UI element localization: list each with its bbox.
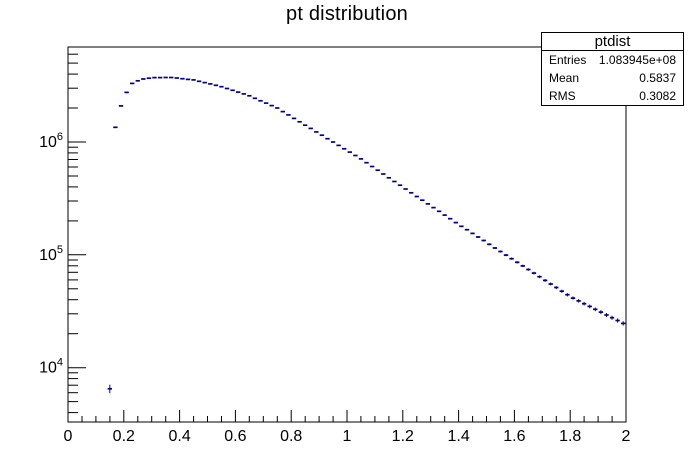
stat-label: RMS	[549, 88, 576, 103]
y-axis	[68, 53, 86, 414]
stats-row-rms: RMS 0.3082	[549, 88, 676, 103]
plot-title: pt distribution	[286, 3, 408, 25]
stat-value: 0.3082	[639, 88, 676, 103]
y-tick-label: 106	[39, 131, 63, 151]
stat-label: Mean	[549, 70, 580, 85]
histogram-series	[107, 76, 626, 394]
x-tick-label: 0.8	[280, 428, 302, 445]
stat-label: Entries	[549, 52, 587, 67]
stat-value: 0.5837	[639, 70, 676, 85]
x-tick-label: 0.4	[168, 428, 190, 445]
x-tick-label: 0.2	[113, 428, 135, 445]
stats-box-title: ptdist	[542, 33, 683, 51]
x-axis	[67, 410, 627, 422]
y-tick-label: 105	[39, 244, 63, 264]
x-tick-label: 0.6	[224, 428, 246, 445]
x-axis-labels: 0 0.2 0.4 0.6 0.8 1 1.2 1.4 1.6 1.8 2	[64, 428, 631, 445]
stats-row-entries: Entries 1.083945e+08	[549, 52, 676, 67]
stat-value: 1.083945e+08	[598, 52, 676, 67]
x-tick-label: 1.4	[447, 428, 469, 445]
x-tick-label: 1	[343, 428, 352, 445]
x-tick-label: 1.8	[559, 428, 581, 445]
stats-box-rows: Entries 1.083945e+08 Mean 0.5837 RMS 0.3…	[542, 51, 683, 105]
x-tick-label: 2	[622, 428, 631, 445]
stats-box: ptdist Entries 1.083945e+08 Mean 0.5837 …	[541, 32, 684, 106]
x-tick-label: 1.2	[392, 428, 414, 445]
x-tick-label: 0	[64, 428, 73, 445]
stats-row-mean: Mean 0.5837	[549, 70, 676, 85]
y-tick-label: 104	[39, 357, 63, 377]
x-tick-label: 1.6	[503, 428, 525, 445]
y-axis-labels: 104 105 106	[39, 131, 63, 377]
